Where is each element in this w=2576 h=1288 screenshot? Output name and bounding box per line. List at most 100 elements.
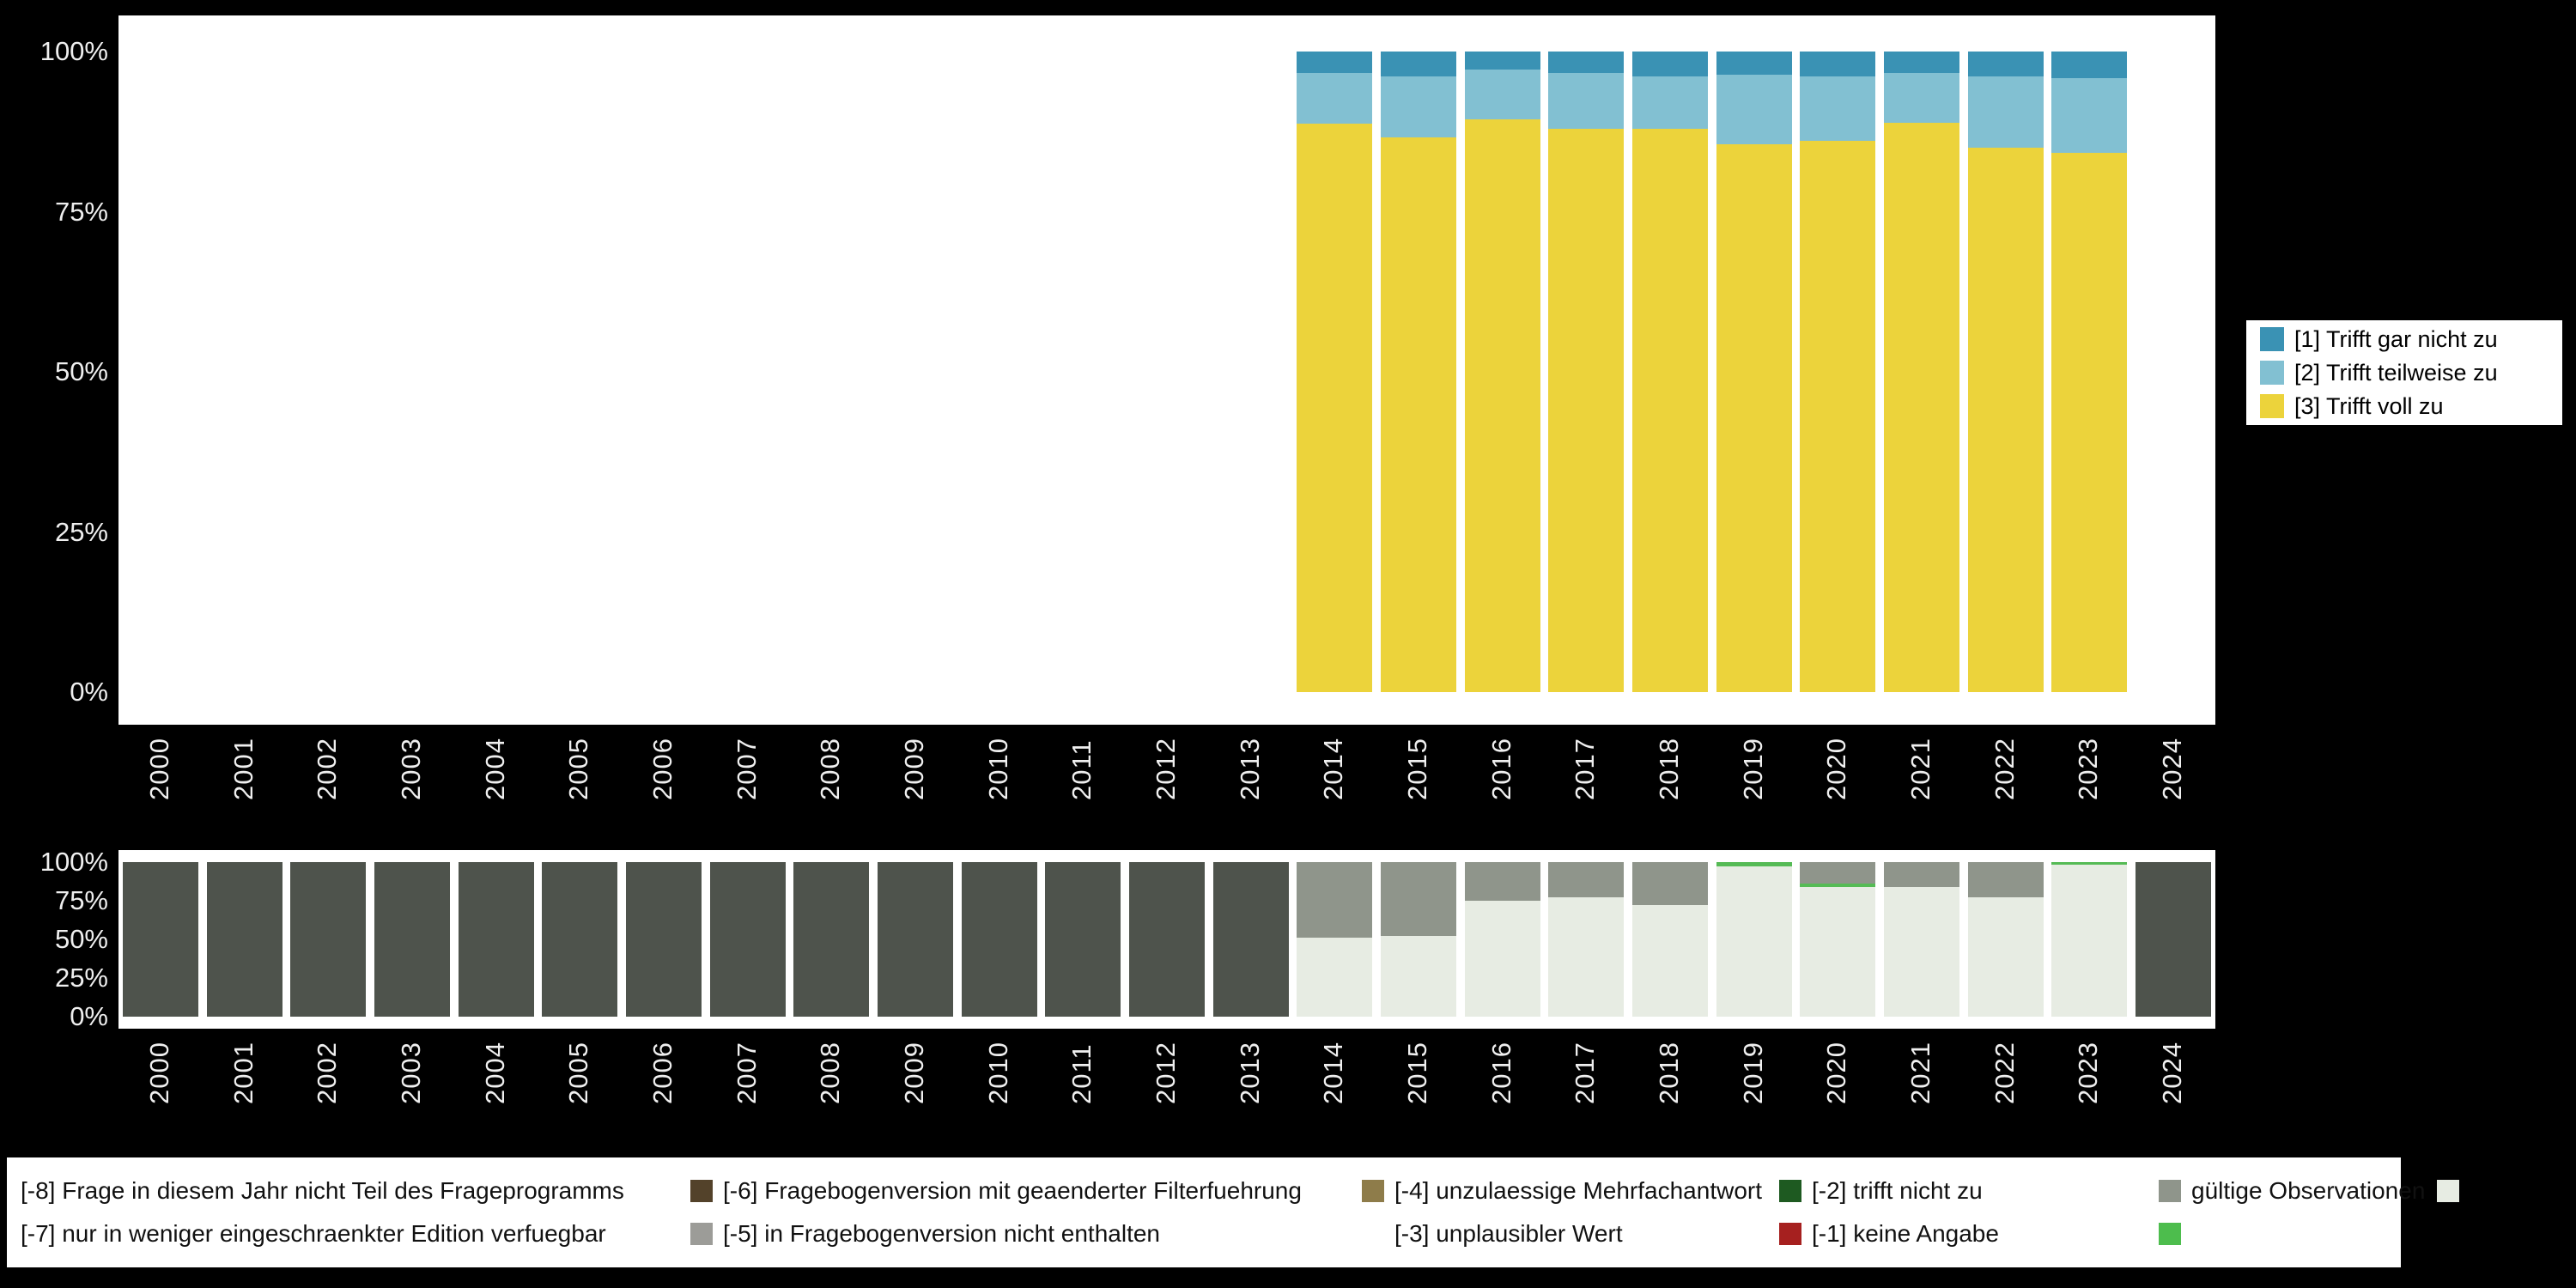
legend-item-label: [-5] in Fragebogenversion nicht enthalte… <box>723 1220 1160 1247</box>
legend-item: [-4] unzulaessige Mehrfachantwort <box>1394 1171 1801 1211</box>
bar-segment-2014 <box>1297 73 1373 124</box>
bar-segment-2020 <box>1800 141 1876 692</box>
answers-legend: [1] Trifft gar nicht zu [2] Trifft teilwe… <box>2246 320 2562 425</box>
bar-segment-2020 <box>1800 76 1876 142</box>
bar-segment-2009 <box>877 862 953 1017</box>
x-tick-label: 2007 <box>731 738 762 800</box>
x-tick-label: 2003 <box>395 738 426 800</box>
bar-segment-2007 <box>709 862 786 1017</box>
x-tick-label: 2016 <box>1485 1042 1516 1104</box>
x-tick-label: 2009 <box>898 738 929 800</box>
legend-swatch <box>2159 1223 2181 1245</box>
bar-segment-2023 <box>2051 52 2128 78</box>
x-tick-label: 2009 <box>898 1042 929 1104</box>
x-tick-label: 2014 <box>1318 738 1349 800</box>
x-tick-label: 2024 <box>2157 1042 2188 1104</box>
legend-item: [-8] Frage in diesem Jahr nicht Teil des… <box>21 1171 713 1211</box>
legend-swatch <box>2159 1180 2181 1202</box>
x-tick-label: 2019 <box>1737 1042 1768 1104</box>
bar-segment-2017 <box>1548 129 1625 692</box>
x-tick-label: 2005 <box>563 738 594 800</box>
bar-segment-2008 <box>793 862 870 1017</box>
bar-segment-2017 <box>1548 862 1625 898</box>
bar-segment-2016 <box>1464 901 1540 1017</box>
bar-segment-2023 <box>2051 864 2128 1017</box>
bar-segment-2022 <box>1967 76 2044 148</box>
bar-segment-2010 <box>961 862 1037 1017</box>
x-tick-label: 2017 <box>1570 1042 1601 1104</box>
x-tick-label: 2008 <box>815 738 846 800</box>
x-tick-label: 2003 <box>395 1042 426 1104</box>
bar-segment-2015 <box>1381 52 1457 77</box>
bar-segment-2015 <box>1381 137 1457 692</box>
x-tick-label: 2011 <box>1066 1043 1097 1104</box>
x-tick-label: 2011 <box>1066 739 1097 800</box>
bar-segment-2019 <box>1716 74 1792 145</box>
bar-segment-2024 <box>2136 862 2212 1017</box>
legend-swatch <box>1779 1223 1801 1245</box>
legend-swatch <box>1779 1180 1801 1202</box>
bar-segment-2023 <box>2051 77 2128 153</box>
y-tick-label: 75% <box>54 885 108 915</box>
bar-segment-2001 <box>206 862 283 1017</box>
x-tick-label: 2021 <box>1905 738 1936 800</box>
bar-segment-2019 <box>1716 144 1792 692</box>
missings-legend: [-8] Frage in diesem Jahr nicht Teil des… <box>7 1157 2460 1267</box>
bar-segment-2012 <box>1129 862 1205 1017</box>
x-tick-label: 2006 <box>647 1042 677 1104</box>
legend-item: [-2] trifft nicht zu <box>1812 1171 2181 1211</box>
y-tick-label: 50% <box>54 924 108 954</box>
bar-segment-2018 <box>1632 128 1709 692</box>
legend-item-empty <box>2191 1214 2459 1254</box>
x-tick-label: 2004 <box>479 738 510 800</box>
bar-segment-2017 <box>1548 897 1625 1017</box>
x-tick-label: 2001 <box>228 738 258 800</box>
legend-swatch <box>1362 1223 1384 1245</box>
legend-swatch <box>690 1223 713 1245</box>
x-tick-label: 2019 <box>1737 738 1768 800</box>
legend-item-label: [-1] keine Angabe <box>1812 1220 1999 1247</box>
y-tick-label: 25% <box>54 963 108 993</box>
legend-swatch <box>2260 394 2284 418</box>
bar-segment-2021 <box>1884 862 1960 887</box>
bar-segment-2015 <box>1381 76 1457 137</box>
legend-item-label: [2] Trifft teilweise zu <box>2294 359 2498 386</box>
x-tick-label: 2012 <box>1151 738 1181 800</box>
legend-item-label: [-2] trifft nicht zu <box>1812 1177 1983 1204</box>
bar-segment-2022 <box>1967 897 2044 1017</box>
bar-segment-2021 <box>1884 52 1960 74</box>
bar-segment-2018 <box>1632 76 1709 129</box>
bar-segment-2021 <box>1884 122 1960 692</box>
answers-chart-panel <box>118 15 2215 725</box>
bar-segment-2021 <box>1884 886 1960 1017</box>
legend-item: [-7] nur in weniger eingeschraenkter Edi… <box>21 1214 713 1254</box>
x-tick-label: 2018 <box>1654 738 1685 800</box>
bar-segment-2015 <box>1381 936 1457 1017</box>
x-tick-label: 2022 <box>1989 738 2020 800</box>
legend-item-label: [-3] unplausibler Wert <box>1394 1220 1623 1247</box>
answers-legend-items: [1] Trifft gar nicht zu [2] Trifft teilwe… <box>2246 320 2562 425</box>
x-tick-label: 2001 <box>228 1042 258 1104</box>
x-tick-label: 2018 <box>1654 1042 1685 1104</box>
bar-segment-2018 <box>1632 52 1709 77</box>
x-tick-label: 2000 <box>143 1042 174 1104</box>
y-tick-label: 0% <box>70 1001 108 1031</box>
bar-segment-2022 <box>1967 147 2044 692</box>
x-tick-label: 2020 <box>1821 738 1852 800</box>
legend-item: [-6] Fragebogenversion mit geaenderter F… <box>723 1171 1384 1211</box>
bar-segment-2016 <box>1464 119 1540 692</box>
bar-segment-2013 <box>1212 862 1289 1017</box>
x-tick-label: 2020 <box>1821 1042 1852 1104</box>
bar-segment-2019 <box>1716 862 1792 866</box>
bar-segment-2020 <box>1800 886 1876 1017</box>
legend-item-label: [-7] nur in weniger eingeschraenkter Edi… <box>21 1220 606 1247</box>
x-tick-label: 2023 <box>2073 1042 2104 1104</box>
x-tick-label: 2017 <box>1570 738 1601 800</box>
legend-item-label: [-4] unzulaessige Mehrfachantwort <box>1394 1177 1762 1204</box>
bar-segment-2006 <box>625 862 702 1017</box>
missings-legend-items: [-8] Frage in diesem Jahr nicht Teil des… <box>7 1157 2460 1254</box>
bar-segment-2023 <box>2051 152 2128 692</box>
bar-segment-2000 <box>122 862 198 1017</box>
x-tick-label: 2002 <box>312 1042 343 1104</box>
bar-segment-2003 <box>374 862 450 1017</box>
